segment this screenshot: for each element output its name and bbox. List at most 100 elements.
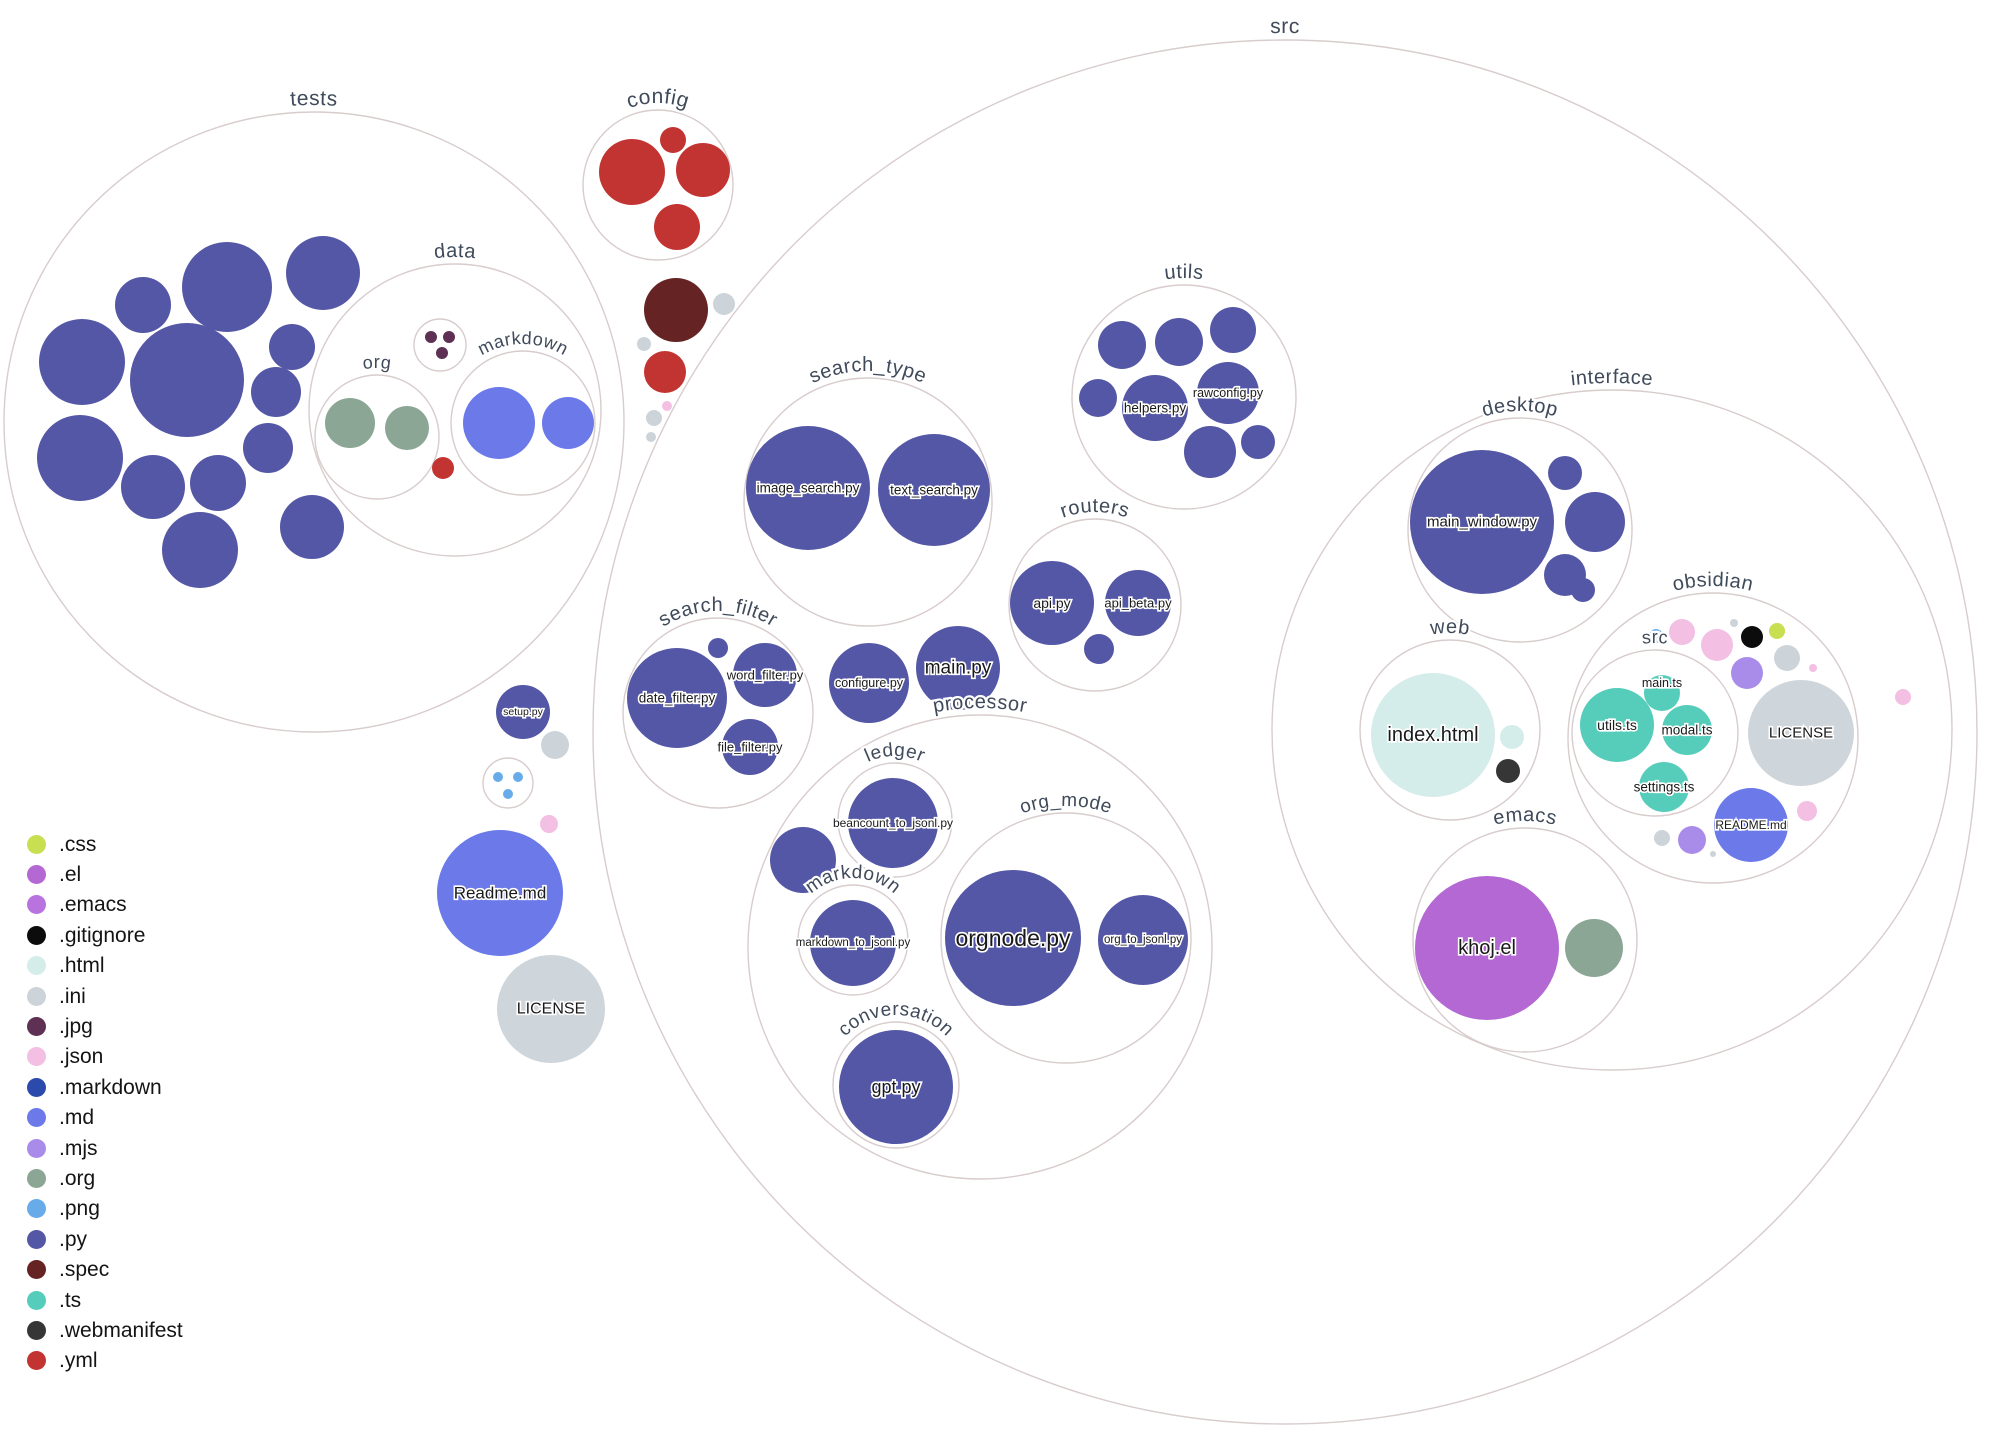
file-yml-dot-circle[interactable] [660,127,686,153]
file-beancount-to-jsonl-py-circle[interactable] [848,778,938,868]
file-py-dot-circle[interactable] [130,323,244,437]
extension-color-dot [27,1017,46,1037]
file-py-dot-circle[interactable] [1548,456,1582,490]
extension-color-dot [27,1260,46,1280]
file-modal-ts-circle[interactable] [1662,705,1712,755]
file-ini-dot-circle[interactable] [646,410,662,426]
file-settings-ts-circle[interactable] [1639,762,1689,812]
file-setup-py-circle[interactable] [496,685,550,739]
file-css-dot-circle[interactable] [1769,623,1785,639]
file-ini-dot-circle[interactable] [637,337,651,351]
file-markdown-to-jsonl-py-circle[interactable] [810,900,896,986]
file-py-dot-circle[interactable] [1098,321,1146,369]
file-py-dot-circle[interactable] [1184,426,1236,478]
file-md-dot-circle[interactable] [463,387,535,459]
file-ini-dot-circle[interactable] [1710,851,1716,857]
file-word-filter-py-circle[interactable] [733,643,797,707]
file-jpg-dot-circle[interactable] [425,331,437,343]
file-json-dot-circle[interactable] [1797,801,1817,821]
file-helpers-py-circle[interactable] [1122,375,1188,441]
extension-color-dot [27,1047,46,1067]
file-gpt-py-circle[interactable] [839,1030,953,1144]
file-license-circle[interactable] [497,955,605,1063]
file-yml-dot-circle[interactable] [644,351,686,393]
file-org-dot-circle[interactable] [325,398,375,448]
file-json-dot-circle[interactable] [1701,629,1733,661]
file-ini-dot-circle[interactable] [541,731,569,759]
file-yml-dot-circle[interactable] [654,204,700,250]
file-py-dot-circle[interactable] [121,455,185,519]
file-py-dot-circle[interactable] [1084,634,1114,664]
file-py-dot-circle[interactable] [190,455,246,511]
file-py-dot-circle[interactable] [243,423,293,473]
file-spec-dot-circle[interactable] [644,278,708,342]
file-json-dot-circle[interactable] [1895,689,1911,705]
file-text-search-py-circle[interactable] [878,434,990,546]
file-json-dot-circle[interactable] [540,815,558,833]
file-yml-dot-circle[interactable] [432,457,454,479]
file-py-dot-circle[interactable] [1571,578,1595,602]
file-json-dot-circle[interactable] [1669,619,1695,645]
file-yml-dot-circle[interactable] [599,139,665,205]
file-py-dot-circle[interactable] [1565,492,1625,552]
file-org-dot-circle[interactable] [1565,919,1623,977]
file-png-dot-circle[interactable] [1649,629,1663,643]
file-ini-dot-circle[interactable] [646,432,656,442]
file-image-search-py-circle[interactable] [746,426,870,550]
file-gitignore-dot-circle[interactable] [1741,626,1763,648]
file-py-dot-circle[interactable] [251,367,301,417]
file-mjs-dot-circle[interactable] [1731,657,1763,689]
file-index-html-circle[interactable] [1371,673,1495,797]
file-ini-dot-circle[interactable] [1654,830,1670,846]
file-py-dot-circle[interactable] [1210,307,1256,353]
file-py-dot-circle[interactable] [1079,379,1117,417]
file-yml-dot-circle[interactable] [676,143,730,197]
file-file-filter-py-circle[interactable] [722,719,778,775]
file-readme-md-circle[interactable] [437,830,563,956]
file-png-dot-circle[interactable] [503,789,513,799]
file-license-circle[interactable] [1748,680,1854,786]
file-py-dot-circle[interactable] [1155,318,1203,366]
file-jpg-dot-circle[interactable] [436,347,448,359]
file-ini-dot-circle[interactable] [1774,645,1800,671]
file-py-dot-circle[interactable] [37,415,123,501]
file-rawconfig-py-circle[interactable] [1197,362,1259,424]
file-png-dot-circle[interactable] [493,772,503,782]
file-jpg-dot-circle[interactable] [443,331,455,343]
file-json-dot-circle[interactable] [1809,664,1817,672]
file-py-dot-circle[interactable] [115,277,171,333]
file-json-dot-circle[interactable] [662,401,672,411]
folder-group-circle[interactable] [482,757,534,809]
file-py-dot-circle[interactable] [280,495,344,559]
file-main-py-circle[interactable] [916,626,1000,710]
file-py-dot-circle[interactable] [770,827,836,893]
file-py-dot-circle[interactable] [1241,425,1275,459]
file-mjs-dot-circle[interactable] [1678,826,1706,854]
file-date-filter-py-circle[interactable] [627,648,727,748]
extension-color-dot [27,1290,46,1310]
file-png-dot-circle[interactable] [513,772,523,782]
file-py-dot-circle[interactable] [182,242,272,332]
file-ini-dot-circle[interactable] [713,293,735,315]
file-api-py-circle[interactable] [1010,561,1094,645]
file-readme-md-circle[interactable] [1714,788,1788,862]
file-html-dot-circle[interactable] [1500,725,1524,749]
file-configure-py-circle[interactable] [829,643,909,723]
file-org-to-jsonl-py-circle[interactable] [1098,895,1188,985]
file-py-dot-circle[interactable] [286,236,360,310]
file-ini-dot-circle[interactable] [1730,619,1738,627]
file-py-dot-circle[interactable] [269,324,315,370]
file-orgnode-py-circle[interactable] [945,870,1081,1006]
file-api-beta-py-circle[interactable] [1105,570,1171,636]
folder-group-circle[interactable] [413,318,467,372]
file-main-ts-circle[interactable] [1644,675,1680,711]
file-main-window-py-circle[interactable] [1410,450,1554,594]
file-org-dot-circle[interactable] [385,406,429,450]
file-py-dot-circle[interactable] [162,512,238,588]
file-khoj-el-circle[interactable] [1415,876,1559,1020]
file-md-dot-circle[interactable] [542,397,594,449]
file-py-dot-circle[interactable] [708,638,728,658]
file-py-dot-circle[interactable] [39,319,125,405]
file-webmanifest-dot-circle[interactable] [1496,759,1520,783]
file-utils-ts-circle[interactable] [1580,688,1654,762]
